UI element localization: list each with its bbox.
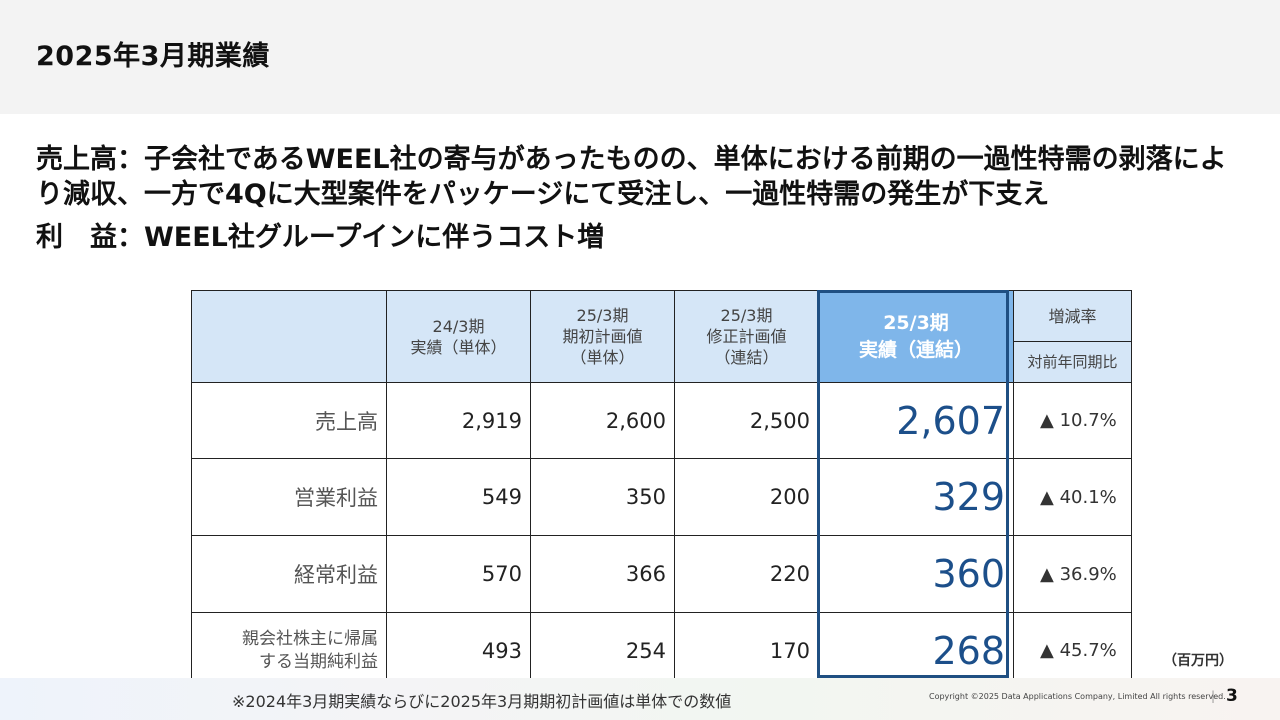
unit-label: （百万円）: [1163, 653, 1233, 669]
cell-fy24-actual: 2,919: [386, 382, 531, 459]
row-label: 営業利益: [191, 458, 387, 536]
cell-fy25-revised-plan: 200: [674, 458, 819, 536]
row-label: 売上高: [191, 382, 387, 459]
cell-fy25-revised-plan: 2,500: [674, 382, 819, 459]
row-label: 親会社株主に帰属 する当期純利益: [191, 612, 387, 689]
cell-yoy-change: ▲ 45.7%: [1013, 612, 1132, 689]
cell-yoy-change: ▲ 40.1%: [1013, 458, 1132, 536]
table-row-sales: 売上高 2,919 2,600 2,500 2,607 ▲ 10.7%: [191, 382, 1132, 459]
header-change-rate: 増減率: [1013, 290, 1132, 342]
summary-text: 売上高：子会社であるWEEL社の寄与があったものの、単体における前期の一過性特需…: [36, 142, 1246, 255]
cell-fy25-actual: 2,607: [818, 382, 1014, 459]
header-fy25-actual: 25/3期 実績（連結）: [818, 290, 1014, 383]
cell-fy24-actual: 570: [386, 535, 531, 613]
cell-fy25-revised-plan: 220: [674, 535, 819, 613]
cell-fy25-initial-plan: 254: [530, 612, 675, 689]
cell-fy24-actual: 549: [386, 458, 531, 536]
table-row-net-income: 親会社株主に帰属 する当期純利益 493 254 170 268 ▲ 45.7%: [191, 612, 1132, 689]
header-fy25-initial-plan: 25/3期 期初計画値 （単体）: [530, 290, 675, 383]
footnote: ※2024年3月期実績ならびに2025年3月期期初計画値は単体での数値: [232, 692, 732, 711]
header-fy25-revised-plan: 25/3期 修正計画値 （連結）: [674, 290, 819, 383]
cell-yoy-change: ▲ 36.9%: [1013, 535, 1132, 613]
copyright: Copyright ©2025 Data Applications Compan…: [929, 692, 1226, 701]
header-yoy-label: 対前年同期比: [1013, 341, 1132, 383]
header-blank-cell: [191, 290, 387, 383]
sales-summary: 売上高：子会社であるWEEL社の寄与があったものの、単体における前期の一過性特需…: [36, 144, 1227, 210]
footer-strip: [0, 678, 1280, 720]
row-label: 経常利益: [191, 535, 387, 613]
header-band: [0, 0, 1280, 114]
results-table: 24/3期 実績（単体） 25/3期 期初計画値 （単体） 25/3期 修正計画…: [191, 290, 1132, 689]
profit-summary: 利 益：WEEL社グループインに伴うコスト増: [36, 222, 605, 253]
cell-yoy-change: ▲ 10.7%: [1013, 382, 1132, 459]
cell-fy25-initial-plan: 2,600: [530, 382, 675, 459]
table-row-operating-profit: 営業利益 549 350 200 329 ▲ 40.1%: [191, 458, 1132, 536]
cell-fy25-initial-plan: 350: [530, 458, 675, 536]
cell-fy25-actual: 360: [818, 535, 1014, 613]
page-title: 2025年3月期業績: [36, 41, 270, 72]
cell-fy25-actual: 329: [818, 458, 1014, 536]
table-row-ordinary-profit: 経常利益 570 366 220 360 ▲ 36.9%: [191, 535, 1132, 613]
header-fy24-actual: 24/3期 実績（単体）: [386, 290, 531, 383]
footer-divider: |: [1211, 689, 1216, 703]
cell-fy25-initial-plan: 366: [530, 535, 675, 613]
page-number: 3: [1226, 686, 1238, 706]
